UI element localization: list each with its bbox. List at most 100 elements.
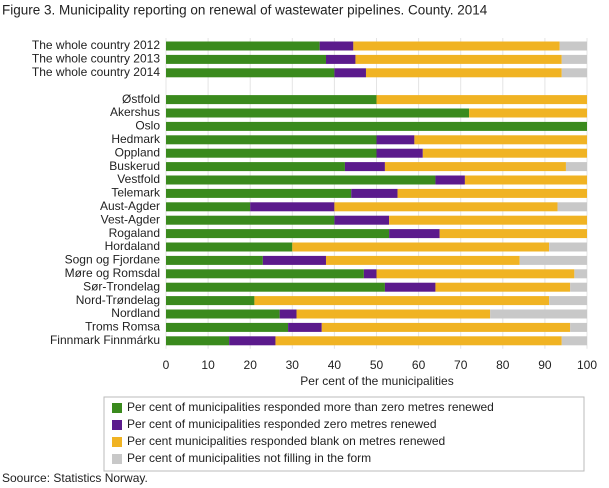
bar-segment — [549, 296, 587, 306]
y-tick-label: The whole country 2014 — [32, 65, 160, 79]
y-tick-label: Telemark — [111, 186, 161, 200]
x-tick-label: 60 — [412, 358, 426, 372]
bar-segment — [376, 148, 423, 158]
bar-segment — [490, 309, 587, 319]
bar-segment — [166, 215, 335, 225]
bar-segment — [570, 282, 587, 292]
bar-segment — [439, 229, 587, 239]
bar-segment — [229, 336, 276, 346]
source: Soource: Statistics Norway. — [2, 471, 148, 485]
bar-segment — [422, 148, 587, 158]
bar-segment — [334, 202, 558, 212]
y-tick-label: The whole country 2013 — [32, 52, 160, 66]
bar-segment — [353, 41, 560, 51]
bar-segment — [166, 282, 385, 292]
bar-segment — [389, 215, 587, 225]
bar-segment — [166, 242, 293, 252]
bar-segment — [565, 162, 587, 172]
y-tick-label: Oslo — [135, 119, 160, 133]
x-tick-label: 30 — [286, 358, 300, 372]
bar-segment — [435, 175, 465, 185]
x-tick-label: 100 — [577, 358, 597, 372]
bar-segment — [376, 95, 587, 105]
y-tick-label: Sør-Trondelag — [83, 279, 160, 293]
y-tick-label: Nord-Trøndelag — [76, 293, 160, 307]
y-tick-label: Finnmark Finnmárku — [50, 333, 160, 347]
x-tick-label: 80 — [496, 358, 510, 372]
bar-segment — [166, 229, 390, 239]
y-tick-label: Oppland — [115, 145, 160, 159]
y-tick-label: Buskerud — [109, 159, 160, 173]
bar-segment — [365, 68, 562, 78]
y-tick-label: Vest-Agder — [101, 212, 160, 226]
bar-segment — [561, 336, 587, 346]
legend-label: Per cent of municipalities not filling i… — [127, 451, 371, 465]
y-tick-label: Rogaland — [109, 226, 160, 240]
legend-label: Per cent municipalities responded blank … — [127, 434, 445, 448]
bar-segment — [561, 68, 587, 78]
bar-segment — [166, 148, 377, 158]
bar-segment — [166, 269, 364, 279]
legend-box — [103, 396, 585, 472]
y-tick-label: Vestfold — [117, 172, 160, 186]
bar-segment — [384, 162, 566, 172]
bar-segment — [570, 322, 587, 332]
bar-segment — [166, 95, 377, 105]
y-tick-label: Østfold — [122, 92, 160, 106]
bar-segment — [334, 215, 390, 225]
y-tick-label: Troms Romsa — [85, 320, 160, 334]
bar-segment — [469, 108, 587, 118]
bar-segment — [279, 309, 297, 319]
bar-segment — [166, 41, 320, 51]
legend-swatch — [112, 454, 122, 464]
bar-segment — [557, 202, 587, 212]
bar-segment — [559, 41, 587, 51]
x-tick-label: 20 — [244, 358, 258, 372]
y-tick-label: Møre og Romsdal — [65, 266, 160, 280]
bar-segment — [166, 175, 436, 185]
bar-segment — [166, 121, 587, 131]
bar-segment — [292, 242, 550, 252]
bar-segment — [344, 162, 385, 172]
bar-segment — [397, 188, 587, 198]
bar-segment — [166, 188, 352, 198]
bar-segment — [325, 255, 520, 265]
bar-segment — [166, 135, 377, 145]
bar-segment — [166, 162, 345, 172]
bar-segment — [519, 255, 587, 265]
y-tick-label: Akershus — [110, 105, 160, 119]
x-tick-label: 10 — [201, 358, 215, 372]
legend-swatch — [112, 403, 122, 413]
y-tick-label: Aust-Agder — [100, 199, 160, 213]
bar-segment — [549, 242, 587, 252]
bar-segment — [166, 309, 280, 319]
y-tick-label: The whole country 2012 — [32, 38, 160, 52]
legend-swatch — [112, 437, 122, 447]
bar-segment — [355, 54, 562, 64]
bar-segment — [275, 336, 562, 346]
bar-segment — [166, 322, 289, 332]
x-tick-label: 40 — [328, 358, 342, 372]
bar-segment — [561, 54, 587, 64]
bar-segment — [166, 296, 255, 306]
legend-swatch — [112, 420, 122, 430]
bar-segment — [334, 68, 366, 78]
bar-segment — [250, 202, 335, 212]
x-tick-label: 50 — [370, 358, 384, 372]
bar-segment — [325, 54, 356, 64]
bar-segment — [262, 255, 326, 265]
y-tick-label: Hedmark — [111, 132, 161, 146]
bar-segment — [166, 54, 326, 64]
bar-segment — [166, 255, 263, 265]
bar-segment — [384, 282, 436, 292]
bar-segment — [321, 322, 571, 332]
bar-segment — [166, 336, 230, 346]
bar-segment — [414, 135, 587, 145]
bar-segment — [574, 269, 587, 279]
x-axis-label: Per cent of the municipalities — [300, 374, 453, 388]
bar-segment — [389, 229, 440, 239]
bar-segment — [376, 135, 415, 145]
bar-segment — [376, 269, 575, 279]
chart-title: Figure 3. Municipality reporting on rene… — [2, 3, 488, 18]
